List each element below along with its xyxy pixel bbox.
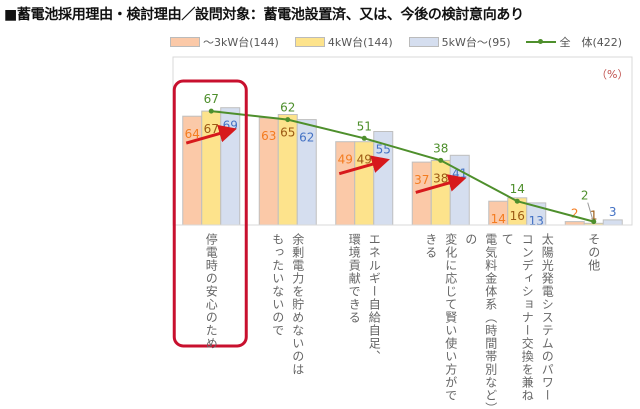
category-label: 停電時の安心のため [201,233,221,350]
bar [602,219,623,226]
bar-value-label: 2 [571,207,579,221]
bar-value-label: 37 [414,173,429,187]
total-point [514,198,520,204]
bar-value-label: 13 [529,214,544,228]
legend-item-3kw: 〜3kW台(144) [170,34,279,50]
category-label-line: 電気料金体系（時間帯別など）の [463,233,498,409]
trend-arrow [415,174,467,194]
total-point [285,117,291,123]
category-label: エネルギー自給自足、 環境貢献できる [344,233,384,363]
total-point [361,135,367,141]
bar-value-label: 55 [376,143,391,157]
category-label-line: 停電時の安心のため [204,233,219,350]
legend-label: 全 体(422) [559,36,623,49]
total-value-label: 2 [581,189,589,203]
trend-arrow [185,124,237,145]
bar-value-label: 65 [280,126,295,140]
bar-value-label: 67 [204,122,219,136]
bar-value-label: 63 [261,129,276,143]
category-label-line: 変化に応じて賢い使い方ができる [423,233,458,402]
legend-line-swatch [526,39,557,44]
legend-label: 5kW台〜(95) [441,36,511,49]
total-value-label: 51 [357,119,372,133]
highlight-box [172,79,248,348]
legend-label: 4kW台(144) [327,36,393,49]
category-label-line: エネルギー自給自足、 [367,233,382,363]
bar-value-label: 16 [510,209,525,223]
legend-swatch [408,37,439,47]
total-value-label: 62 [280,101,295,115]
total-point [591,219,597,225]
legend-item-5kw: 5kW台〜(95) [408,34,511,50]
legend-item-total: 全 体(422) [526,34,622,50]
total-point [208,108,214,114]
legend: 〜3kW台(144) 4kW台(144) 5kW台〜(95) 全 体(422) [170,34,622,50]
chart-title: ■蓄電池採用理由・検討理由／設問対象：蓄電池設置済、又は、今後の検討意向あり [4,7,524,23]
trend-arrow [338,155,390,176]
bar [564,221,585,226]
leader-line [587,202,594,220]
legend-swatch [170,37,200,47]
bar [411,161,432,226]
bar-value-label: 49 [338,153,353,167]
total-value-label: 67 [204,92,219,106]
total-line [211,110,595,223]
total-value-label: 38 [433,141,448,155]
category-label: 太陽光発電システムのパワー コンディショナー交換を兼ねて [497,233,557,409]
bar-value-label: 38 [433,171,448,185]
bar-value-label: 49 [357,153,372,167]
category-label-line: 環境貢献できる [347,233,362,324]
category-label-line: 太陽光発電システムのパワー [540,233,555,402]
total-point [438,157,444,163]
category-label: 余剰電力を貯めないのは もったいないので [268,233,308,376]
bar-value-label: 1 [590,208,598,222]
bar-value-label: 14 [491,212,506,226]
category-label: 電気料金体系（時間帯別など）の 変化に応じて賢い使い方ができる [421,233,501,409]
total-value-label: 14 [510,182,525,196]
bar-value-label: 62 [299,131,314,145]
unit-label: （%） [596,68,629,81]
category-label-line: もったいないので [270,233,285,337]
category-label-line: コンディショナー交換を兼ねて [500,233,535,402]
category-label-line: その他 [586,233,601,272]
legend-swatch [294,37,325,47]
category-label: その他 [584,233,604,272]
legend-item-4kw: 4kW台(144) [294,34,393,50]
legend-label: 〜3kW台(144) [203,36,279,49]
bar-value-label: 3 [609,205,617,219]
category-label-line: 余剰電力を貯めないのは [290,233,305,376]
bar-value-label: 64 [185,127,200,141]
bar [430,159,451,226]
